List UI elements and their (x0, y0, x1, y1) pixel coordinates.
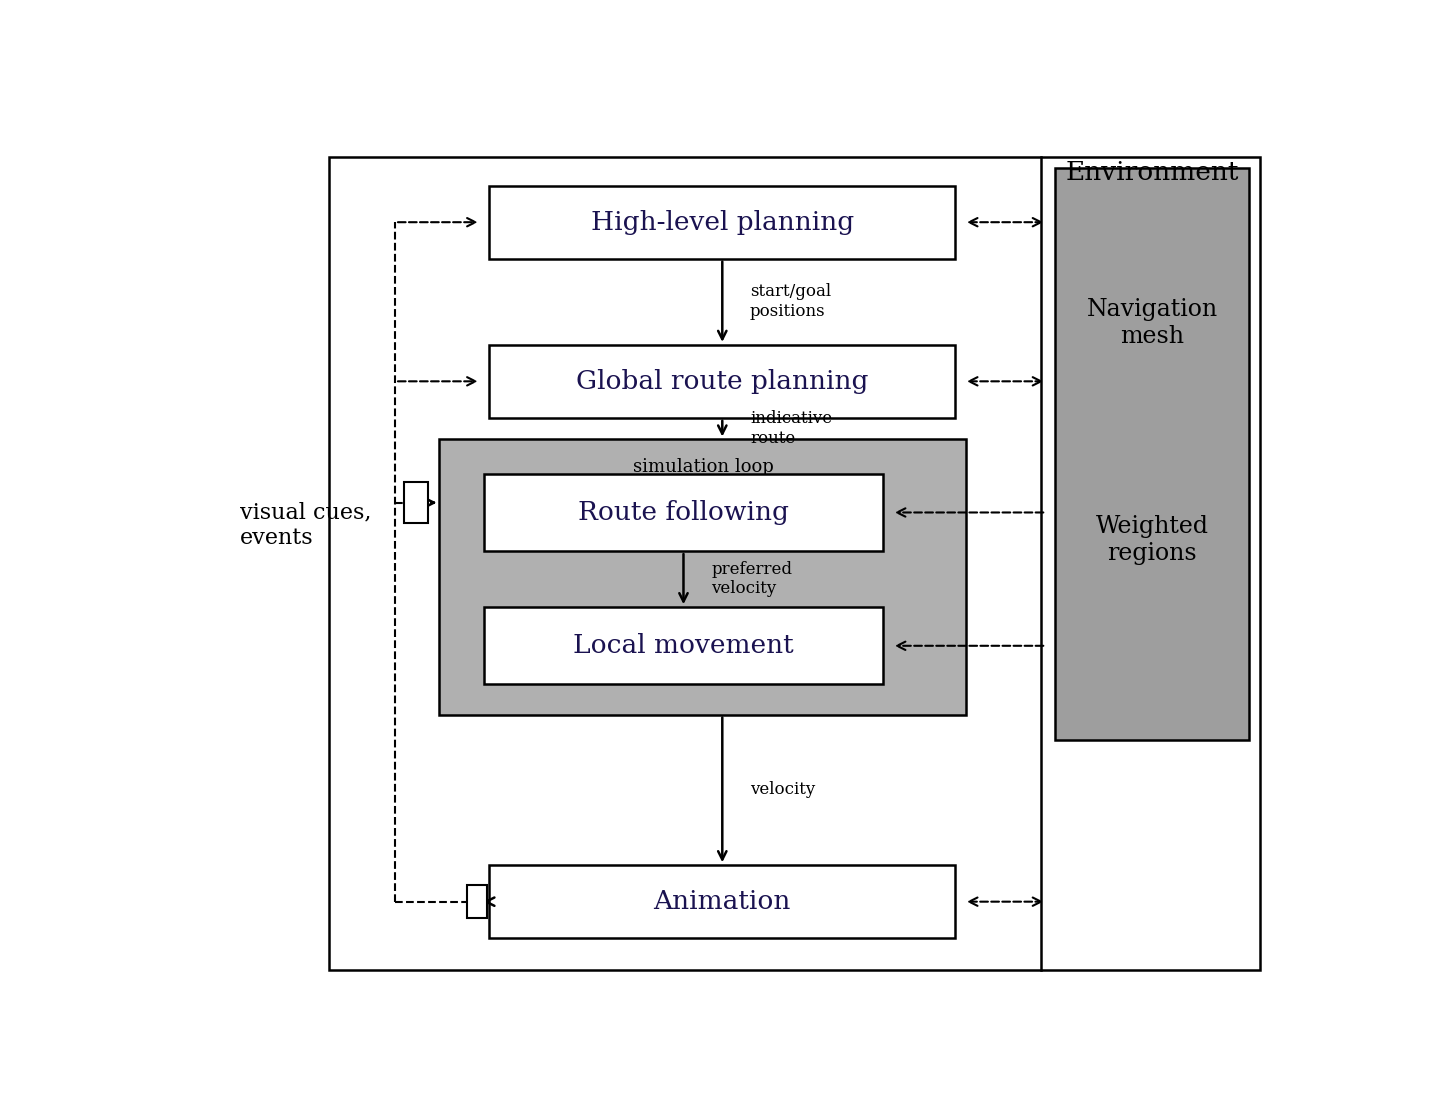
Text: indicative
route: indicative route (750, 410, 833, 447)
Text: Local movement: Local movement (574, 633, 794, 658)
FancyBboxPatch shape (489, 345, 956, 418)
Text: Weighted
regions: Weighted regions (1096, 515, 1209, 565)
Text: velocity: velocity (750, 782, 816, 799)
Text: High-level planning: High-level planning (591, 210, 854, 235)
FancyBboxPatch shape (467, 886, 487, 918)
FancyBboxPatch shape (1055, 169, 1249, 741)
FancyBboxPatch shape (484, 474, 883, 551)
FancyBboxPatch shape (404, 483, 428, 524)
Text: Navigation
mesh: Navigation mesh (1086, 298, 1218, 347)
FancyBboxPatch shape (439, 439, 966, 715)
Text: Environment: Environment (1066, 160, 1239, 185)
Text: visual cues,
events: visual cues, events (240, 502, 372, 550)
FancyBboxPatch shape (489, 185, 956, 259)
Text: simulation loop: simulation loop (633, 458, 773, 476)
Text: Global route planning: Global route planning (577, 369, 869, 394)
FancyBboxPatch shape (489, 865, 956, 938)
Text: Route following: Route following (578, 500, 788, 525)
Text: start/goal
positions: start/goal positions (750, 284, 831, 321)
FancyBboxPatch shape (484, 608, 883, 685)
Text: Animation: Animation (654, 889, 791, 914)
Text: preferred
velocity: preferred velocity (711, 561, 793, 598)
